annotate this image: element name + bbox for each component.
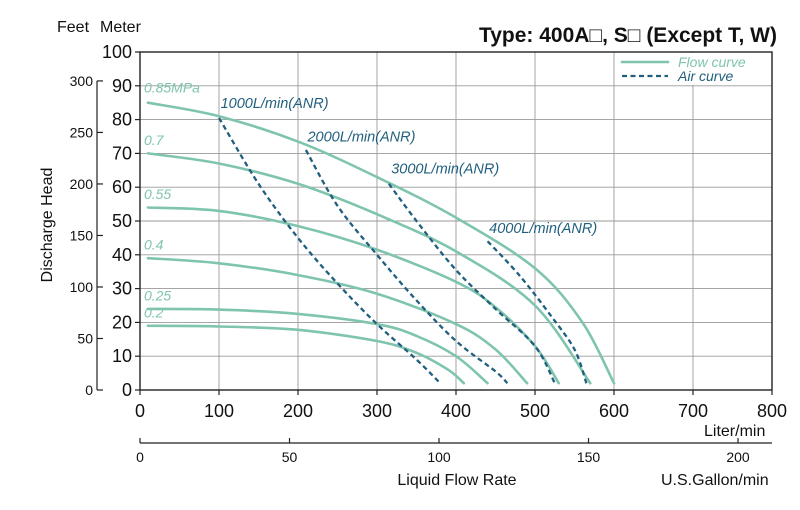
x-unit-liter: Liter/min: [704, 423, 765, 440]
flow-curve-0-25: [146, 307, 489, 385]
tick-label-gallon-200: 200: [726, 449, 750, 465]
air-label-2000: 2000L/min(ANR): [306, 130, 415, 146]
flow-label-0-7: 0.7: [144, 132, 165, 148]
legend-flow-label: Flow curve: [678, 54, 746, 70]
tick-label-feet-150: 150: [70, 227, 94, 243]
tick-label-feet-200: 200: [70, 176, 94, 192]
flow-curve-0-7: [146, 152, 592, 385]
tick-label-feet-50: 50: [77, 330, 93, 346]
axes: 0 10 20 30 40 50 60 70 80 90 100 0 50 100 150 200 250 300…: [70, 42, 787, 465]
flow-curve-0-85MPa: [146, 101, 616, 385]
legend-air-label: Air curve: [677, 68, 733, 84]
tick-label-meter-10: 10: [112, 346, 132, 366]
tick-label-x-200: 200: [283, 401, 313, 421]
air-curve-3000: [387, 183, 556, 384]
curve-labels: 0.85MPa 0.7 0.55 0.4 0.250.2 1000L/min(ANR) 20…: [144, 80, 597, 321]
tick-label-feet-250: 250: [70, 124, 94, 140]
tick-label-meter-100: 100: [102, 42, 132, 62]
air-label-1000: 1000L/min(ANR): [221, 96, 329, 112]
tick-label-meter-40: 40: [112, 245, 132, 265]
air-curve-2000: [304, 149, 509, 385]
flow-label-0-55: 0.55: [144, 186, 171, 202]
tick-label-gallon-100: 100: [427, 449, 451, 465]
y-unit-meter: Meter: [100, 19, 142, 36]
tick-label-feet-100: 100: [70, 279, 94, 295]
series-group: [146, 101, 616, 385]
tick-label-x-500: 500: [520, 401, 550, 421]
grid: [140, 52, 772, 390]
tick-label-x-600: 600: [599, 401, 629, 421]
tick-label-gallon-150: 150: [577, 449, 601, 465]
tick-label-x-400: 400: [441, 401, 471, 421]
flow-curve-0-2: [146, 324, 466, 385]
flow-label-0-4: 0.4: [144, 237, 164, 253]
tick-label-x-100: 100: [204, 401, 234, 421]
tick-label-x-800: 800: [757, 401, 787, 421]
chart-title: Type: 400A□, S□ (Except T, W): [479, 24, 777, 47]
air-label-4000: 4000L/min(ANR): [489, 221, 597, 237]
legend: Flow curve Air curve: [616, 53, 756, 85]
tick-label-meter-60: 60: [112, 177, 132, 197]
tick-label-feet-300: 300: [70, 73, 94, 89]
tick-label-x-300: 300: [362, 401, 392, 421]
tick-label-meter-80: 80: [112, 110, 132, 130]
tick-label-meter-20: 20: [112, 312, 132, 332]
air-label-3000: 3000L/min(ANR): [391, 162, 499, 178]
tick-label-feet-0: 0: [85, 382, 93, 398]
tick-label-gallon-0: 0: [136, 449, 144, 465]
tick-label-meter-90: 90: [112, 76, 132, 96]
air-curve-1000: [218, 117, 442, 385]
y-axis-title: Discharge Head: [39, 168, 56, 283]
flow-curve-0-4: [146, 256, 529, 385]
tick-label-meter-0: 0: [122, 380, 132, 400]
tick-label-meter-30: 30: [112, 279, 132, 299]
tick-label-meter-50: 50: [112, 211, 132, 231]
legend-background: [616, 53, 756, 85]
flow-label-0-2: 0.2: [144, 304, 164, 320]
y-unit-feet: Feet: [57, 19, 90, 36]
tick-label-x-700: 700: [678, 401, 708, 421]
flow-label-0-25: 0.25: [144, 287, 171, 303]
x-unit-gallon: U.S.Gallon/min: [661, 472, 769, 489]
tick-label-gallon-50: 50: [282, 449, 298, 465]
tick-label-x-0: 0: [135, 401, 145, 421]
flow-label-0-85MPa: 0.85MPa: [144, 80, 200, 96]
x-axis-title: Liquid Flow Rate: [397, 472, 516, 489]
air-curve-4000: [486, 240, 588, 384]
tick-label-meter-70: 70: [112, 143, 132, 163]
